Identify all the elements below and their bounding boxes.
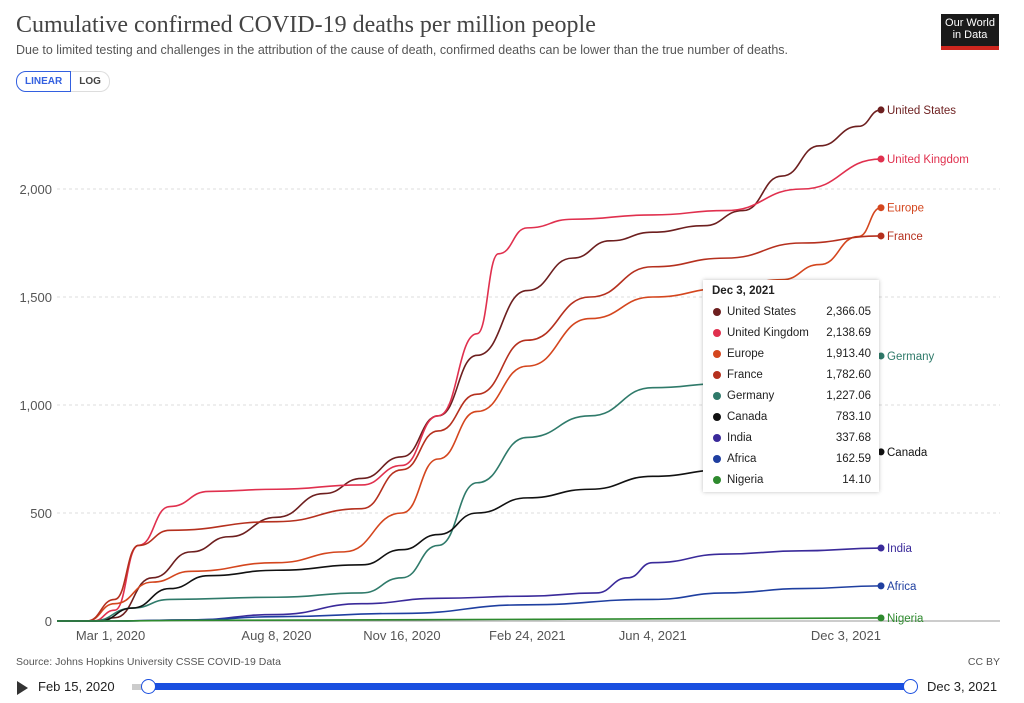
tooltip-series-name: Canada (727, 410, 768, 423)
scale-toggle: LINEAR LOG (16, 71, 110, 92)
tooltip-row: Africa 162.59 (703, 448, 879, 469)
y-tick-label: 2,000 (19, 182, 52, 197)
series-color-dot (713, 475, 721, 484)
owid-logo[interactable]: Our World in Data (941, 14, 999, 50)
tooltip-series-name: United Kingdom (727, 326, 809, 339)
timeline-start-handle[interactable] (141, 679, 156, 694)
tooltip-series-name: India (727, 431, 752, 444)
series-color-dot (713, 349, 721, 358)
series-color-dot (713, 370, 721, 379)
x-tick-label: Mar 1, 2020 (76, 628, 145, 643)
chart-title: Cumulative confirmed COVID-19 deaths per… (16, 12, 596, 38)
series-color-dot (713, 307, 721, 316)
tooltip-row: Europe 1,913.40 (703, 343, 879, 364)
x-tick-label: Nov 16, 2020 (363, 628, 440, 643)
series-color-dot (713, 454, 721, 463)
series-end-point (877, 232, 885, 240)
series-end-point (877, 204, 885, 212)
timeline: Feb 15, 2020 Dec 3, 2021 (0, 676, 1024, 700)
tooltip-value: 337.68 (835, 431, 871, 444)
tooltip-value: 2,138.69 (826, 326, 871, 339)
y-tick-label: 0 (45, 614, 52, 629)
tooltip-value: 1,782.60 (826, 368, 871, 381)
x-tick-label: Aug 8, 2020 (241, 628, 311, 643)
series-label: Canada (887, 447, 928, 459)
tooltip-series-name: United States (727, 305, 797, 318)
tooltip-value: 1,227.06 (826, 389, 871, 402)
linear-button[interactable]: LINEAR (16, 71, 72, 92)
series-label: Germany (887, 351, 935, 363)
series-end-point (877, 155, 885, 163)
series-label: France (887, 231, 923, 243)
source-note: Source: Johns Hopkins University CSSE CO… (16, 656, 281, 668)
series-line-nigeria (57, 617, 882, 622)
license-link[interactable]: CC BY (967, 656, 1000, 668)
timeline-start-label: Feb 15, 2020 (38, 679, 115, 694)
tooltip-value: 783.10 (835, 410, 871, 423)
series-end-point (877, 352, 885, 360)
x-tick-label: Dec 3, 2021 (811, 628, 881, 643)
series-color-dot (713, 433, 721, 442)
y-tick-label: 1,500 (19, 290, 52, 305)
chart-subtitle: Due to limited testing and challenges in… (16, 43, 789, 57)
tooltip-row: Nigeria 14.10 (703, 469, 879, 490)
tooltip-series-name: Europe (727, 347, 765, 360)
tooltip-value: 14.10 (842, 473, 871, 486)
timeline-end-label: Dec 3, 2021 (927, 679, 998, 694)
tooltip-series-name: Nigeria (727, 473, 764, 486)
tooltip-row: United Kingdom 2,138.69 (703, 322, 879, 343)
tooltip-series-name: Africa (727, 452, 757, 465)
x-tick-label: Feb 24, 2021 (489, 628, 566, 643)
tooltip: Dec 3, 2021 United States 2,366.05 United … (703, 280, 879, 492)
series-end-point (877, 582, 885, 590)
x-tick-label: Jun 4, 2021 (619, 628, 687, 643)
series-line-africa (57, 585, 882, 622)
series-end-point (877, 448, 885, 456)
tooltip-series-name: Germany (727, 389, 775, 402)
tooltip-row: France 1,782.60 (703, 364, 879, 385)
series-line-india (57, 547, 882, 622)
tooltip-row: Canada 783.10 (703, 406, 879, 427)
series-label: India (887, 543, 913, 555)
y-tick-label: 1,000 (19, 398, 52, 413)
series-end-point (877, 544, 885, 552)
series-line-france (57, 235, 882, 622)
series-label: United States (887, 105, 956, 117)
series-color-dot (713, 412, 721, 421)
series-label: Africa (887, 581, 917, 593)
series-line-united-states (57, 109, 882, 622)
timeline-range[interactable] (148, 683, 911, 690)
timeline-end-handle[interactable] (903, 679, 918, 694)
series-line-europe (57, 206, 882, 622)
tooltip-value: 1,913.40 (826, 347, 871, 360)
series-label: Europe (887, 203, 924, 215)
log-button[interactable]: LOG (71, 71, 110, 92)
tooltip-series-name: France (727, 368, 763, 381)
tooltip-value: 162.59 (835, 452, 871, 465)
tooltip-row: United States 2,366.05 (703, 301, 879, 322)
series-label: Nigeria (887, 613, 924, 625)
series-color-dot (713, 328, 721, 337)
tooltip-row: Germany 1,227.06 (703, 385, 879, 406)
y-tick-label: 500 (30, 506, 52, 521)
tooltip-row: India 337.68 (703, 427, 879, 448)
tooltip-value: 2,366.05 (826, 305, 871, 318)
tooltip-title: Dec 3, 2021 (712, 285, 775, 297)
series-color-dot (713, 391, 721, 400)
play-icon[interactable] (17, 681, 28, 695)
series-label: United Kingdom (887, 154, 969, 166)
series-end-point (877, 106, 885, 114)
series-end-point (877, 614, 885, 622)
